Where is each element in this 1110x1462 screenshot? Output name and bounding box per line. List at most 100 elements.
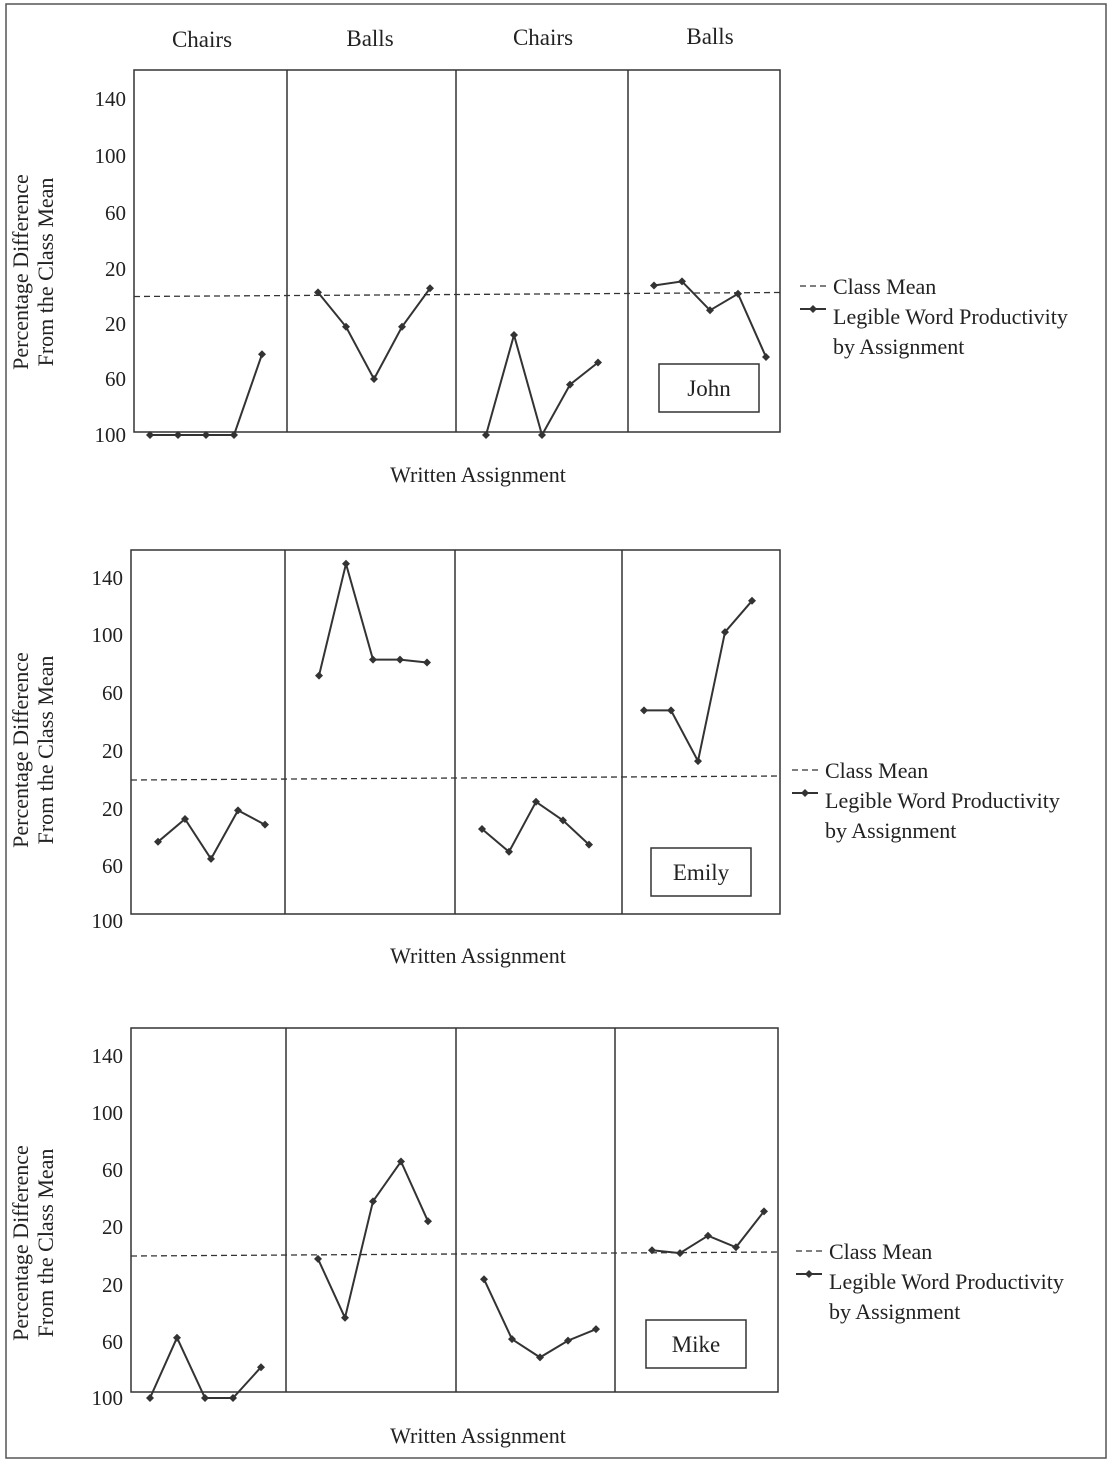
john-student-name: John	[687, 376, 731, 401]
john-data-point	[650, 281, 658, 290]
emily-data-point	[261, 820, 269, 829]
mike-data-point	[592, 1325, 600, 1334]
emily-y-tick-label: 100	[92, 623, 124, 647]
emily-series-line-phase-4	[644, 600, 753, 765]
emily-data-point	[532, 797, 540, 806]
emily-y-tick-label: 140	[92, 566, 124, 590]
emily-data-point	[207, 854, 215, 863]
mike-series-line-phase-1	[149, 1335, 262, 1399]
mike-data-point	[676, 1249, 684, 1258]
emily-data-point	[478, 824, 486, 833]
john-name-box	[658, 363, 760, 413]
mike-y-tick-label: 20	[102, 1215, 123, 1239]
john-data-point	[146, 431, 154, 439]
emily-data-point	[694, 757, 702, 766]
john-legend-series-label: Legible Word Productivity	[833, 304, 1068, 329]
emily-series-line-phase-1	[157, 809, 266, 861]
emily-data-point	[640, 706, 648, 715]
john-legend-class-mean: Class Mean	[833, 274, 936, 299]
mike-y-tick-label: 100	[92, 1386, 124, 1410]
mike-data-point	[397, 1157, 405, 1166]
john-data-point	[258, 350, 266, 359]
emily-y-tick-label: 20	[102, 797, 123, 821]
john-data-point	[370, 375, 378, 383]
phase-header-balls-2: Balls	[686, 24, 733, 49]
mike-data-point	[732, 1243, 740, 1252]
john-data-point	[734, 289, 742, 298]
john-data-point	[202, 431, 210, 439]
john-x-axis-title: Written Assignment	[390, 462, 566, 487]
mike-y-tick-label: 140	[92, 1044, 124, 1068]
john-data-point	[426, 284, 434, 293]
emily-data-point	[585, 840, 593, 849]
john-legend-series-label-cont: by Assignment	[833, 334, 964, 359]
mike-data-point	[564, 1336, 572, 1345]
emily-data-point	[181, 814, 189, 823]
john-data-point	[566, 380, 574, 389]
john-series-line-phase-3	[485, 331, 599, 438]
phase-headers: Chairs Balls Chairs Balls	[172, 24, 734, 52]
mike-legend-series-label-cont: by Assignment	[829, 1299, 960, 1324]
john-data-point	[510, 331, 518, 339]
mike-student-name: Mike	[672, 1332, 721, 1357]
mike-series-line-phase-3	[483, 1278, 597, 1359]
emily-data-point	[559, 816, 567, 825]
john-series-line-phase-2	[317, 287, 431, 382]
emily-data-point	[342, 559, 350, 568]
john-data-point	[762, 353, 770, 361]
emily-data-point	[423, 658, 431, 667]
mike-data-point	[314, 1254, 322, 1263]
emily-data-point	[396, 655, 404, 664]
mike-y-tick-label: 60	[102, 1330, 123, 1354]
john-y-tick-label: 100	[95, 423, 127, 447]
phase-header-balls-1: Balls	[346, 26, 393, 51]
emily-y-tick-label: 60	[102, 681, 123, 705]
mike-data-point	[257, 1363, 265, 1372]
john-data-point	[482, 431, 490, 439]
john-y-tick-label: 20	[105, 312, 126, 336]
john-y-tick-label: 140	[95, 87, 127, 111]
mike-series-line-phase-2	[317, 1159, 429, 1321]
mike-legend-series-marker	[805, 1270, 813, 1278]
mike-y-axis-title: Percentage DifferenceFrom the Class Mean	[8, 1145, 58, 1341]
emily-y-tick-label: 100	[92, 909, 124, 933]
emily-x-axis-title: Written Assignment	[390, 943, 566, 968]
mike-data-point	[173, 1333, 181, 1342]
emily-y-axis-title: Percentage DifferenceFrom the Class Mean	[8, 652, 58, 848]
mike-x-axis-title: Written Assignment	[390, 1423, 566, 1448]
mike-name-box	[645, 1319, 747, 1369]
john-data-point	[706, 306, 714, 315]
john-data-point	[342, 322, 350, 331]
john-y-tick-label: 60	[105, 367, 126, 391]
emily-data-point	[721, 628, 729, 637]
emily-legend-class-mean: Class Mean	[825, 758, 928, 783]
emily-series-line-phase-3	[481, 800, 590, 854]
mike-data-point	[704, 1231, 712, 1240]
emily-legend-series-label: Legible Word Productivity	[825, 788, 1060, 813]
mike-y-tick-label: 20	[102, 1273, 123, 1297]
mike-data-point	[760, 1207, 768, 1216]
john-data-point	[314, 288, 322, 297]
emily-data-point	[369, 655, 377, 664]
emily-panel: 140 100 60 20 20 60 100 Percentage DifferenceFr…	[8, 549, 1060, 968]
mike-data-point	[480, 1275, 488, 1284]
emily-class-mean-line	[130, 775, 781, 781]
mike-y-tick-label: 60	[102, 1158, 123, 1182]
mike-data-point	[508, 1335, 516, 1344]
john-data-point	[230, 431, 238, 439]
john-class-mean-line	[133, 291, 781, 298]
phase-header-chairs-2: Chairs	[513, 25, 573, 50]
john-data-point	[678, 277, 686, 286]
emily-data-point	[505, 847, 513, 856]
emily-legend-series-marker	[801, 789, 809, 797]
emily-data-point	[234, 806, 242, 815]
john-y-tick-label: 60	[105, 201, 126, 225]
mike-data-point	[369, 1197, 377, 1206]
john-y-axis-title: Percentage DifferenceFrom the Class Mean	[8, 174, 58, 370]
john-data-point	[538, 431, 546, 439]
mike-legend-series-label: Legible Word Productivity	[829, 1269, 1064, 1294]
mike-data-point	[201, 1394, 209, 1402]
emily-y-tick-label: 20	[102, 739, 123, 763]
mike-panel: 140 100 60 20 20 60 100 Percentage DifferenceFr…	[8, 1027, 1064, 1448]
